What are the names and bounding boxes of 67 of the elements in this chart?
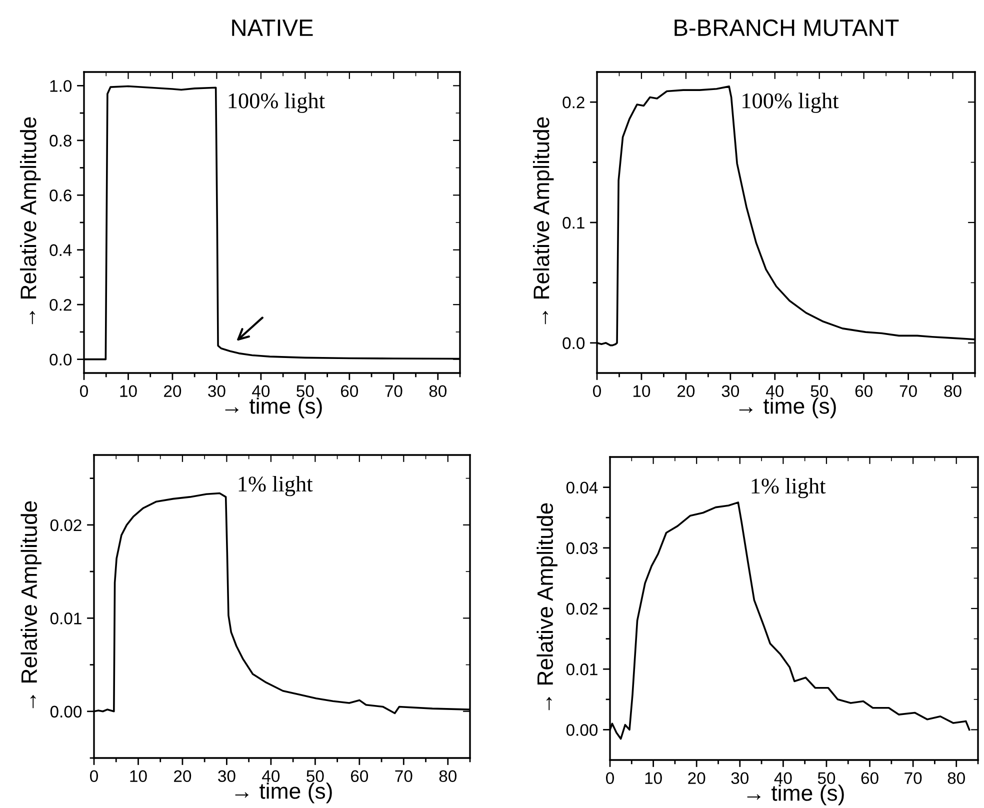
x-axis-title: → time (s) xyxy=(739,398,836,418)
x-tick-label: 40 xyxy=(774,772,792,784)
x-tick-label: 0 xyxy=(90,770,98,782)
x-tick-label: 80 xyxy=(429,385,446,398)
y-tick-label: 0.1 xyxy=(562,216,584,229)
y-axis-title: → Relative Amplitude xyxy=(532,117,554,324)
annotation: 1% light xyxy=(238,476,313,496)
y-tick-label: 0.00 xyxy=(566,724,598,736)
x-tick-label: 40 xyxy=(766,385,784,398)
x-tick-label: 20 xyxy=(688,772,706,784)
x-tick-label: 80 xyxy=(439,770,456,782)
x-tick-label: 60 xyxy=(340,385,358,398)
x-axis-title: → time (s) xyxy=(235,782,332,804)
annotation: 1% light xyxy=(752,478,826,498)
x-tick-label: 70 xyxy=(385,385,402,398)
x-tick-label: 20 xyxy=(174,770,192,782)
y-tick-label: 0.2 xyxy=(50,298,72,311)
x-tick-label: 0 xyxy=(593,385,601,398)
chart-title: B-BRANCH MUTANT xyxy=(674,19,899,36)
x-tick-label: 60 xyxy=(855,385,872,398)
y-tick-label: 0.01 xyxy=(566,664,598,676)
annotation: 100% light xyxy=(742,92,839,113)
x-tick-label: 70 xyxy=(395,770,412,782)
y-tick-label: 0.02 xyxy=(50,519,82,532)
x-tick-label: 20 xyxy=(678,385,695,398)
annotation: 100% light xyxy=(228,92,325,113)
x-tick-label: 60 xyxy=(861,772,878,784)
x-tick-label: 50 xyxy=(810,385,828,398)
y-tick-label: 0.02 xyxy=(566,602,598,615)
x-tick-label: 50 xyxy=(296,385,314,398)
y-tick-label: 0.01 xyxy=(50,612,82,624)
x-tick-label: 60 xyxy=(350,770,368,782)
y-tick-label: 0.6 xyxy=(50,190,72,202)
y-tick-label: 0.00 xyxy=(50,706,82,718)
y-tick-label: 0.04 xyxy=(566,482,598,494)
x-tick-label: 40 xyxy=(262,770,280,782)
x-tick-label: 0 xyxy=(606,772,614,784)
x-tick-label: 50 xyxy=(818,772,836,784)
x-tick-label: 70 xyxy=(900,385,917,398)
x-tick-label: 50 xyxy=(306,770,324,782)
y-tick-label: 0.03 xyxy=(566,542,598,554)
x-axis-title: → time (s) xyxy=(747,784,844,806)
x-tick-label: 70 xyxy=(904,772,922,784)
x-tick-label: 40 xyxy=(252,385,270,398)
x-tick-label: 0 xyxy=(80,385,88,398)
y-tick-label: 0.4 xyxy=(50,244,72,256)
y-axis-title: → Relative Amplitude xyxy=(20,117,41,324)
y-axis-title: → Relative Amplitude xyxy=(536,503,558,710)
x-tick-label: 30 xyxy=(208,385,226,398)
y-tick-label: 0.0 xyxy=(50,354,72,366)
chart-title: NATIVE xyxy=(232,20,313,36)
x-tick-label: 30 xyxy=(218,770,236,782)
y-tick-label: 0.2 xyxy=(562,96,584,108)
y-tick-label: 0.8 xyxy=(50,134,72,147)
x-axis-title: → time (s) xyxy=(225,398,322,418)
x-tick-label: 10 xyxy=(645,772,662,784)
x-tick-label: 30 xyxy=(731,772,748,784)
x-tick-label: 30 xyxy=(722,385,740,398)
x-tick-label: 10 xyxy=(130,770,147,782)
x-tick-label: 10 xyxy=(120,385,137,398)
y-tick-label: 1.0 xyxy=(50,80,72,92)
y-tick-label: 0.0 xyxy=(562,337,585,350)
x-tick-label: 80 xyxy=(944,385,962,398)
x-tick-label: 20 xyxy=(164,385,182,398)
y-axis-title: → Relative Amplitude xyxy=(20,501,42,708)
x-tick-label: 80 xyxy=(948,772,965,784)
x-tick-label: 10 xyxy=(633,385,650,398)
